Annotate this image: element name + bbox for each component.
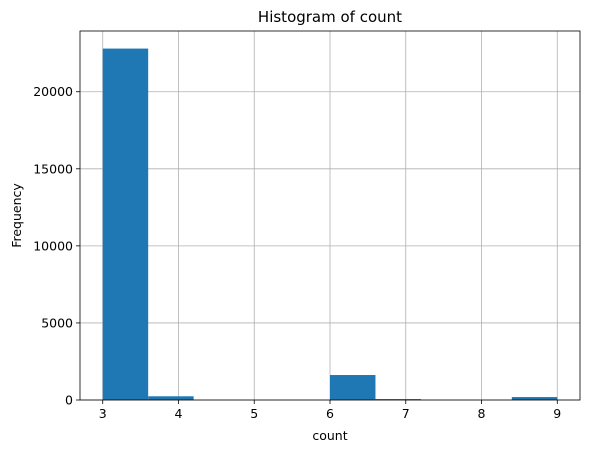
grid-lines xyxy=(80,31,580,401)
histogram-bar-7 xyxy=(375,399,421,400)
x-tick-label: 8 xyxy=(478,406,486,421)
y-tick-label: 5000 xyxy=(41,315,73,330)
y-axis-ticks: 0 5000 10000 15000 20000 xyxy=(33,84,80,408)
y-axis-label: Frequency xyxy=(9,183,24,248)
x-axis-ticks: 3 4 5 6 7 8 9 xyxy=(99,400,561,421)
x-tick-label: 4 xyxy=(175,406,183,421)
y-tick-label: 15000 xyxy=(33,161,73,176)
histogram-bar-1 xyxy=(102,48,149,400)
x-axis-label: count xyxy=(312,428,347,443)
histogram-bar-10 xyxy=(511,397,558,400)
x-tick-label: 6 xyxy=(326,406,334,421)
histogram-bars xyxy=(102,48,558,400)
x-tick-label: 7 xyxy=(402,406,410,421)
y-tick-label: 10000 xyxy=(33,238,73,253)
y-tick-label: 20000 xyxy=(33,84,73,99)
x-tick-label: 5 xyxy=(250,406,258,421)
histogram-bar-6 xyxy=(330,375,376,400)
x-tick-label: 3 xyxy=(99,406,107,421)
y-tick-label: 0 xyxy=(65,393,73,408)
histogram-bar-2 xyxy=(148,396,194,400)
chart-title: Histogram of count xyxy=(258,8,402,26)
x-tick-label: 9 xyxy=(553,406,561,421)
